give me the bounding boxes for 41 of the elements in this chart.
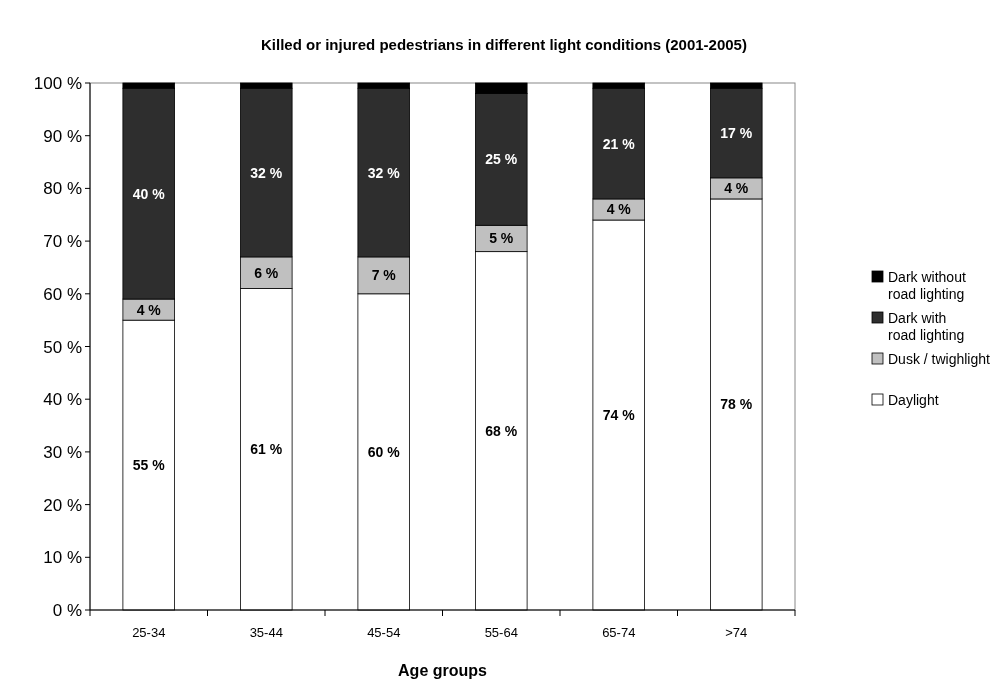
data-label: 68 % [485,422,518,439]
data-label: 78 % [720,396,753,413]
data-label: 17 % [720,125,753,142]
y-tick-label: 70 % [43,232,82,252]
x-axis-title: Age groups [398,662,488,679]
x-tick-label: 65-74 [602,625,636,640]
data-label: 60 % [367,443,401,460]
y-tick-label: 0 % [52,601,82,620]
data-label: 4 % [136,301,162,318]
data-label: 4 % [606,201,632,218]
y-tick-label: 50 % [43,337,82,357]
data-label: 32 % [367,164,401,181]
data-label: 55 % [132,457,166,474]
data-label: 74 % [602,407,636,424]
legend-label: Dark with road lighting [888,310,965,343]
x-tick-label: 55-64 [484,625,518,640]
legend-label: Dusk / twighlight [888,351,991,367]
y-tick-label: 80 % [43,179,82,199]
data-label: 61 % [250,441,283,458]
x-tick-label: 25-34 [132,625,166,640]
data-label: 6 % [254,264,279,281]
legend-label: Daylight [888,392,939,408]
y-tick-label: 60 % [43,284,82,304]
x-tick-label: 35-44 [249,625,283,640]
y-tick-label: 90 % [43,126,82,146]
y-tick-label: 10 % [43,548,82,568]
x-tick-label: >74 [725,625,748,640]
data-label: 7 % [371,267,397,284]
x-tick-label: 45-54 [367,625,401,640]
data-label: 32 % [250,164,283,181]
y-tick-label: 40 % [43,390,82,410]
y-tick-label: 30 % [43,442,82,462]
data-label: 5 % [489,230,514,247]
chart-title: Killed or injured pedestrians in different light conditions (2001-2005) [261,36,747,53]
y-tick-label: 100 % [33,74,82,93]
data-label: 40 % [132,185,166,202]
legend-label: Dark without road lighting [888,269,966,302]
y-tick-label: 20 % [43,495,82,515]
data-label: 21 % [602,135,636,152]
data-label: 4 % [724,180,749,197]
data-label: 25 % [485,151,518,168]
